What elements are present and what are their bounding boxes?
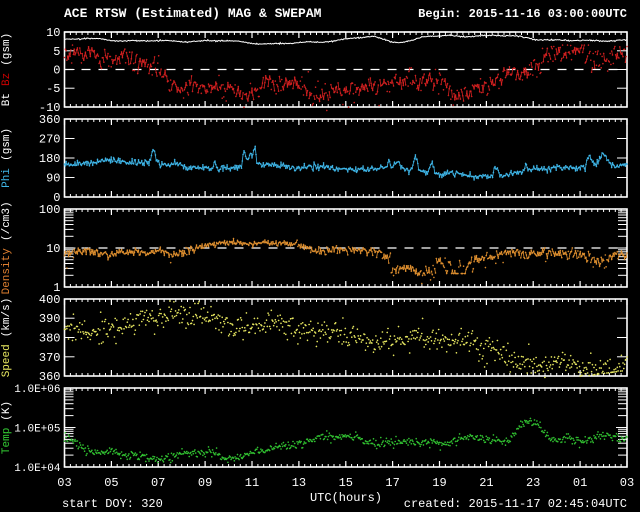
svg-text:(/cm3): (/cm3) <box>1 201 13 241</box>
svg-text:Speed: Speed <box>1 344 13 377</box>
svg-text:10: 10 <box>46 242 60 256</box>
svg-text:03: 03 <box>57 476 71 490</box>
svg-text:90: 90 <box>46 172 60 186</box>
svg-text:Density: Density <box>1 248 13 295</box>
svg-text:created: 2015-11-17 02:45:04UT: created: 2015-11-17 02:45:04UTC <box>404 497 627 511</box>
svg-text:370: 370 <box>39 351 61 365</box>
svg-text:23: 23 <box>526 476 540 490</box>
svg-text:400: 400 <box>39 293 61 307</box>
svg-text:13: 13 <box>292 476 306 490</box>
svg-text:(km/s): (km/s) <box>1 298 13 338</box>
svg-text:100: 100 <box>39 203 61 217</box>
svg-text:360: 360 <box>39 370 61 384</box>
svg-text:Begin: 2015-11-16 03:00:00UTC: Begin: 2015-11-16 03:00:00UTC <box>418 7 627 21</box>
svg-text:05: 05 <box>104 476 118 490</box>
svg-text:390: 390 <box>39 312 61 326</box>
svg-text:start DOY: 320: start DOY: 320 <box>62 497 163 511</box>
svg-text:0: 0 <box>53 64 60 78</box>
svg-text:09: 09 <box>198 476 212 490</box>
svg-text:270: 270 <box>39 133 61 147</box>
svg-text:10: 10 <box>46 26 60 40</box>
svg-text:UTC(hours): UTC(hours) <box>310 491 382 505</box>
svg-text:Bt: Bt <box>1 93 13 106</box>
svg-text:1.0E+04: 1.0E+04 <box>14 463 61 475</box>
svg-text:03: 03 <box>620 476 634 490</box>
svg-text:5: 5 <box>53 45 60 59</box>
svg-text:180: 180 <box>39 152 61 166</box>
svg-text:17: 17 <box>385 476 399 490</box>
svg-text:(K): (K) <box>1 401 13 421</box>
svg-text:15: 15 <box>339 476 353 490</box>
svg-text:Bz: Bz <box>1 73 13 86</box>
svg-text:380: 380 <box>39 332 61 346</box>
svg-text:19: 19 <box>432 476 446 490</box>
svg-text:360: 360 <box>39 113 61 127</box>
svg-text:-5: -5 <box>46 82 60 96</box>
svg-text:11: 11 <box>245 476 259 490</box>
svg-text:01: 01 <box>573 476 587 490</box>
svg-text:Temp: Temp <box>1 428 13 454</box>
svg-text:21: 21 <box>479 476 493 490</box>
svg-text:07: 07 <box>151 476 165 490</box>
svg-text:1.0E+06: 1.0E+06 <box>14 384 60 396</box>
svg-text:(gsm): (gsm) <box>1 33 13 66</box>
svg-text:Phi: Phi <box>1 168 13 188</box>
svg-text:1.0E+05: 1.0E+05 <box>14 424 60 436</box>
svg-text:ACE RTSW (Estimated) MAG & SWE: ACE RTSW (Estimated) MAG & SWEPAM <box>64 6 322 21</box>
svg-text:(gsm): (gsm) <box>1 128 13 161</box>
